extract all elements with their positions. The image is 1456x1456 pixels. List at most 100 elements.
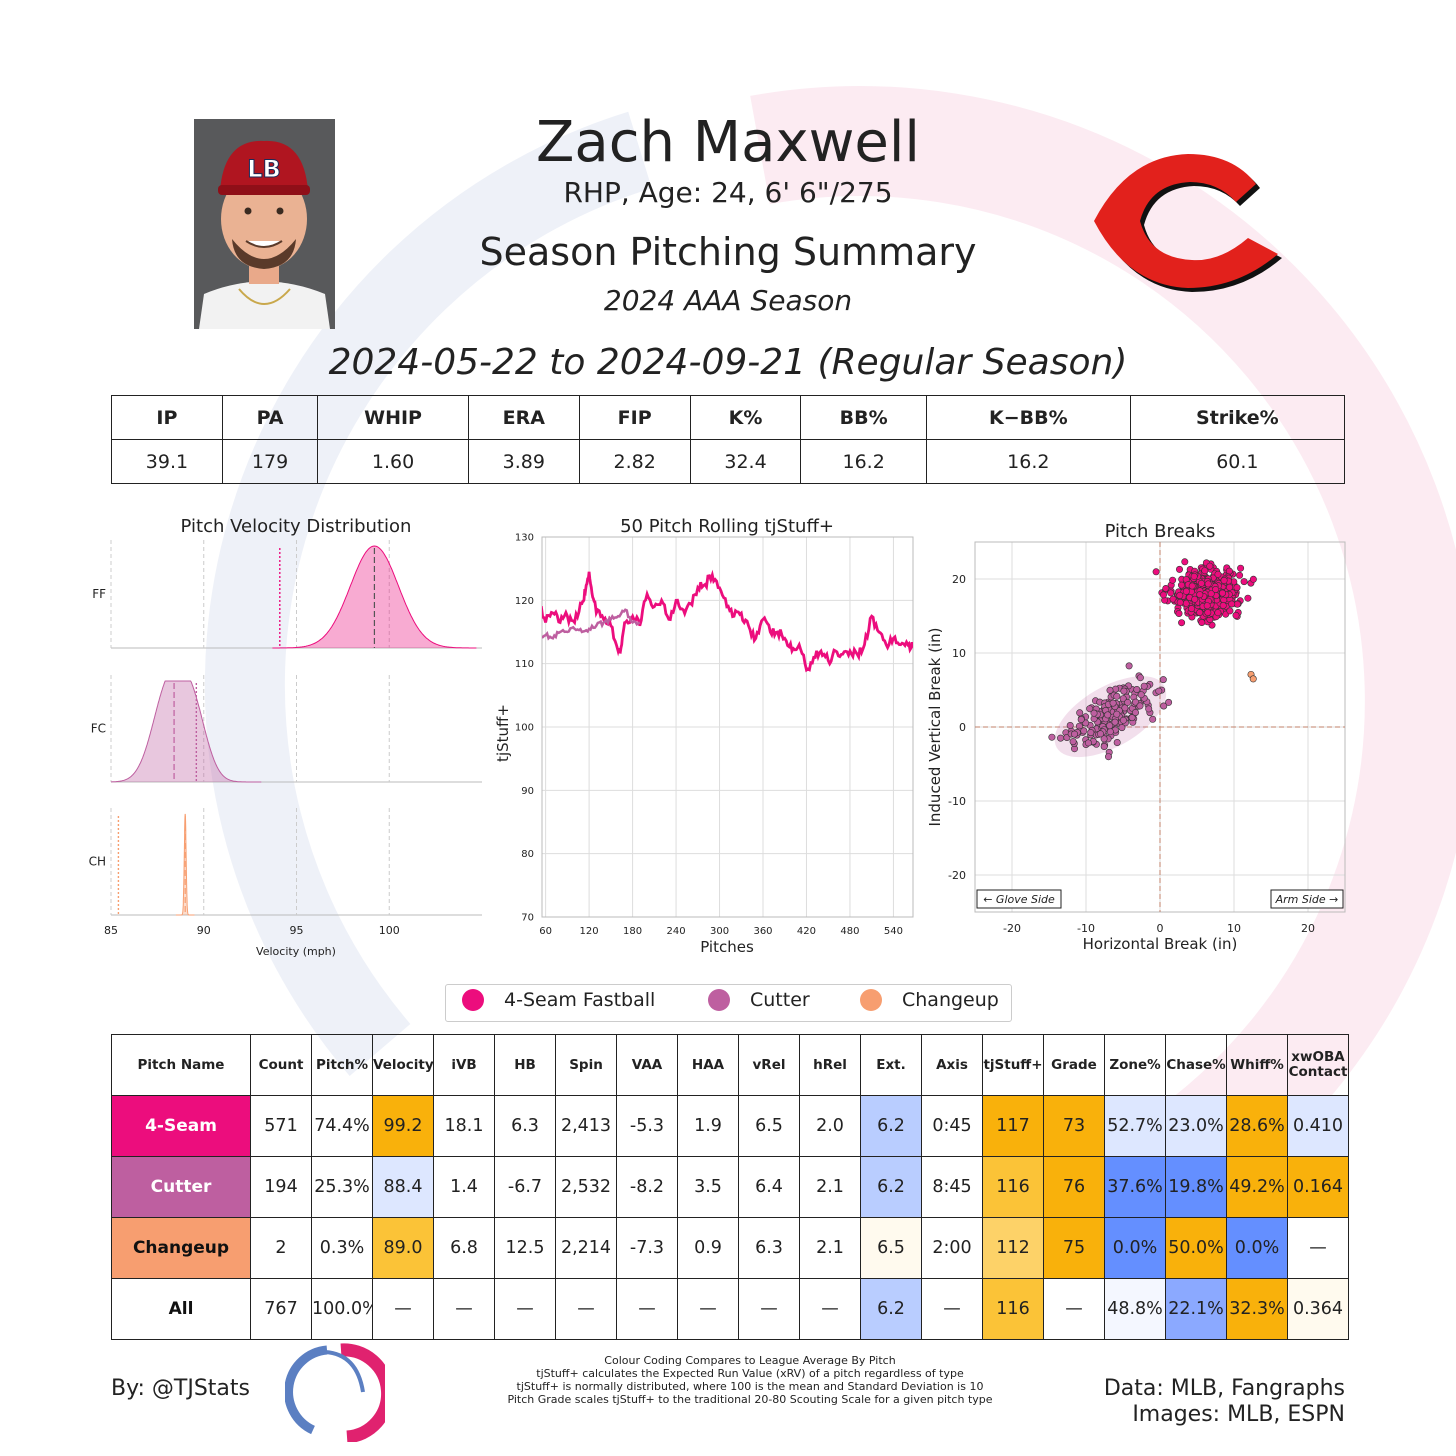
pitch-legend: 4-Seam Fastball Cutter Changeup xyxy=(445,984,1012,1022)
pitch-metric-cell: 0.9 xyxy=(677,1217,739,1279)
break-point xyxy=(1218,589,1226,597)
break-point xyxy=(1124,698,1132,706)
break-point xyxy=(1177,581,1185,589)
break-point xyxy=(1118,724,1126,732)
pitch-metric-cell: 8:45 xyxy=(921,1156,983,1218)
break-point xyxy=(1228,600,1236,608)
pitch-header-cell: hRel xyxy=(799,1034,861,1096)
velocity-row-label: CH xyxy=(89,855,106,869)
rolling-chart-title: 50 Pitch Rolling tjStuff+ xyxy=(620,516,834,537)
break-point xyxy=(1113,692,1121,700)
rolling-x-tick: 540 xyxy=(884,926,903,937)
pitch-metric-cell: 49.2% xyxy=(1226,1156,1288,1218)
break-point xyxy=(1097,730,1105,738)
break-point xyxy=(1214,609,1222,617)
arm-side-annotation: Arm Side → xyxy=(1270,889,1344,909)
break-point xyxy=(1100,743,1108,751)
pitch-metric-cell: 76 xyxy=(1043,1156,1105,1218)
pitch-metric-cell: 88.4 xyxy=(372,1156,434,1218)
legend-item-cutter: Cutter xyxy=(708,989,810,1011)
footer-notes: Colour Coding Compares to League Average… xyxy=(470,1354,1030,1406)
break-point xyxy=(1137,691,1145,699)
svg-text:Arm Side →: Arm Side → xyxy=(1275,893,1339,906)
legend-label-fastball: 4-Seam Fastball xyxy=(504,989,656,1011)
footer-note: Pitch Grade scales tjStuff+ to the tradi… xyxy=(507,1393,993,1406)
pitch-header-cell: Grade xyxy=(1043,1034,1105,1096)
data-source: Data: MLB, Fangraphs xyxy=(1103,1376,1345,1401)
legend-swatch-changeup xyxy=(860,989,882,1011)
pitch-metric-cell: 48.8% xyxy=(1104,1278,1166,1340)
pitch-header-cell: Pitch% xyxy=(311,1034,373,1096)
break-point xyxy=(1236,571,1244,579)
pitch-metric-cell: 2.0 xyxy=(799,1095,861,1157)
break-point xyxy=(1048,733,1056,741)
pitch-breaks-chart: Pitch Breaks Horizontal Break (in) Induc… xyxy=(926,521,1346,953)
pitch-metric-cell: 6.2 xyxy=(860,1095,922,1157)
stats-value-cell: 39.1 xyxy=(111,439,223,484)
break-point xyxy=(1086,705,1094,713)
breaks-x-tick: -10 xyxy=(1077,922,1095,935)
rolling-x-tick: 360 xyxy=(753,926,772,937)
stats-header-cell: IP xyxy=(111,395,223,440)
tjstats-logo: STATS xyxy=(285,1343,385,1442)
velocity-x-tick: 95 xyxy=(290,924,304,937)
pitch-header-cell: Whiff% xyxy=(1226,1034,1288,1096)
break-point xyxy=(1076,709,1084,717)
break-point xyxy=(1232,611,1240,619)
breaks-y-tick: -20 xyxy=(948,869,966,882)
pitch-name-cell: Cutter xyxy=(111,1156,251,1218)
break-point xyxy=(1136,674,1144,682)
pitch-metric-cell: -7.3 xyxy=(616,1217,678,1279)
pitch-header-cell: Pitch Name xyxy=(111,1034,251,1096)
pitch-name-cell: All xyxy=(111,1278,251,1340)
velocity-x-tick: 85 xyxy=(104,924,118,937)
player-name: Zach Maxwell xyxy=(536,110,920,175)
velocity-density-area xyxy=(111,681,262,782)
breaks-y-tick: -10 xyxy=(948,795,966,808)
break-point xyxy=(1188,582,1196,590)
pitch-metric-cell: 117 xyxy=(982,1095,1044,1157)
stats-value-cell: 2.82 xyxy=(578,439,691,484)
pitch-metric-cell: 0.0% xyxy=(1104,1217,1166,1279)
stats-value-cell: 60.1 xyxy=(1129,439,1346,484)
pitch-metric-cell: 12.5 xyxy=(494,1217,556,1279)
stats-header-cell: PA xyxy=(221,395,319,440)
season-stats-table: IP PA WHIP ERA FIP K% BB% K−BB% Strike% 39.1 179 1… xyxy=(111,395,1346,484)
pitch-metric-cell: 0.3% xyxy=(311,1217,373,1279)
breaks-y-tick: 10 xyxy=(952,647,966,660)
pitch-metric-cell: 2,413 xyxy=(555,1095,617,1157)
pitch-metric-cell: 18.1 xyxy=(433,1095,495,1157)
pitch-header-cell: HAA xyxy=(677,1034,739,1096)
pitch-header-cell: vRel xyxy=(738,1034,800,1096)
rolling-x-tick: 120 xyxy=(580,926,599,937)
pitch-metric-cell: 194 xyxy=(250,1156,312,1218)
reds-c-logo-icon xyxy=(1094,154,1282,292)
tjstats-logo-text: STATS xyxy=(338,1407,351,1427)
breaks-y-tick: 0 xyxy=(959,721,966,734)
pitch-metric-cell: 0.164 xyxy=(1287,1156,1349,1218)
pitch-metric-cell: 2 xyxy=(250,1217,312,1279)
velocity-x-tick: 90 xyxy=(197,924,211,937)
stats-value-cell: 179 xyxy=(221,439,319,484)
pitch-metric-cell: 6.2 xyxy=(860,1156,922,1218)
stats-value-row: 39.1 179 1.60 3.89 2.82 32.4 16.2 16.2 60.1 xyxy=(111,439,1346,484)
player-meta: RHP, Age: 24, 6' 6"/275 xyxy=(563,176,893,209)
break-point xyxy=(1197,579,1205,587)
stats-header-cell: K% xyxy=(689,395,802,440)
headshot-cap-logo: LB xyxy=(247,155,281,183)
breaks-y-axis-label: Induced Vertical Break (in) xyxy=(926,627,944,826)
break-point xyxy=(1105,753,1113,761)
velocity-x-tick: 100 xyxy=(379,924,400,937)
pitch-metric-cell: -8.2 xyxy=(616,1156,678,1218)
pitch-header-cell: iVB xyxy=(433,1034,495,1096)
pitch-metric-cell: 75 xyxy=(1043,1217,1105,1279)
rolling-y-tick: 80 xyxy=(521,849,534,860)
break-point xyxy=(1181,558,1189,566)
break-point xyxy=(1106,722,1114,730)
pitch-metric-cell: 2,532 xyxy=(555,1156,617,1218)
pitch-metric-cell: 28.6% xyxy=(1226,1095,1288,1157)
pitch-header-cell: Chase% xyxy=(1165,1034,1227,1096)
break-point xyxy=(1167,589,1175,597)
legend-item-changeup: Changeup xyxy=(860,989,999,1011)
